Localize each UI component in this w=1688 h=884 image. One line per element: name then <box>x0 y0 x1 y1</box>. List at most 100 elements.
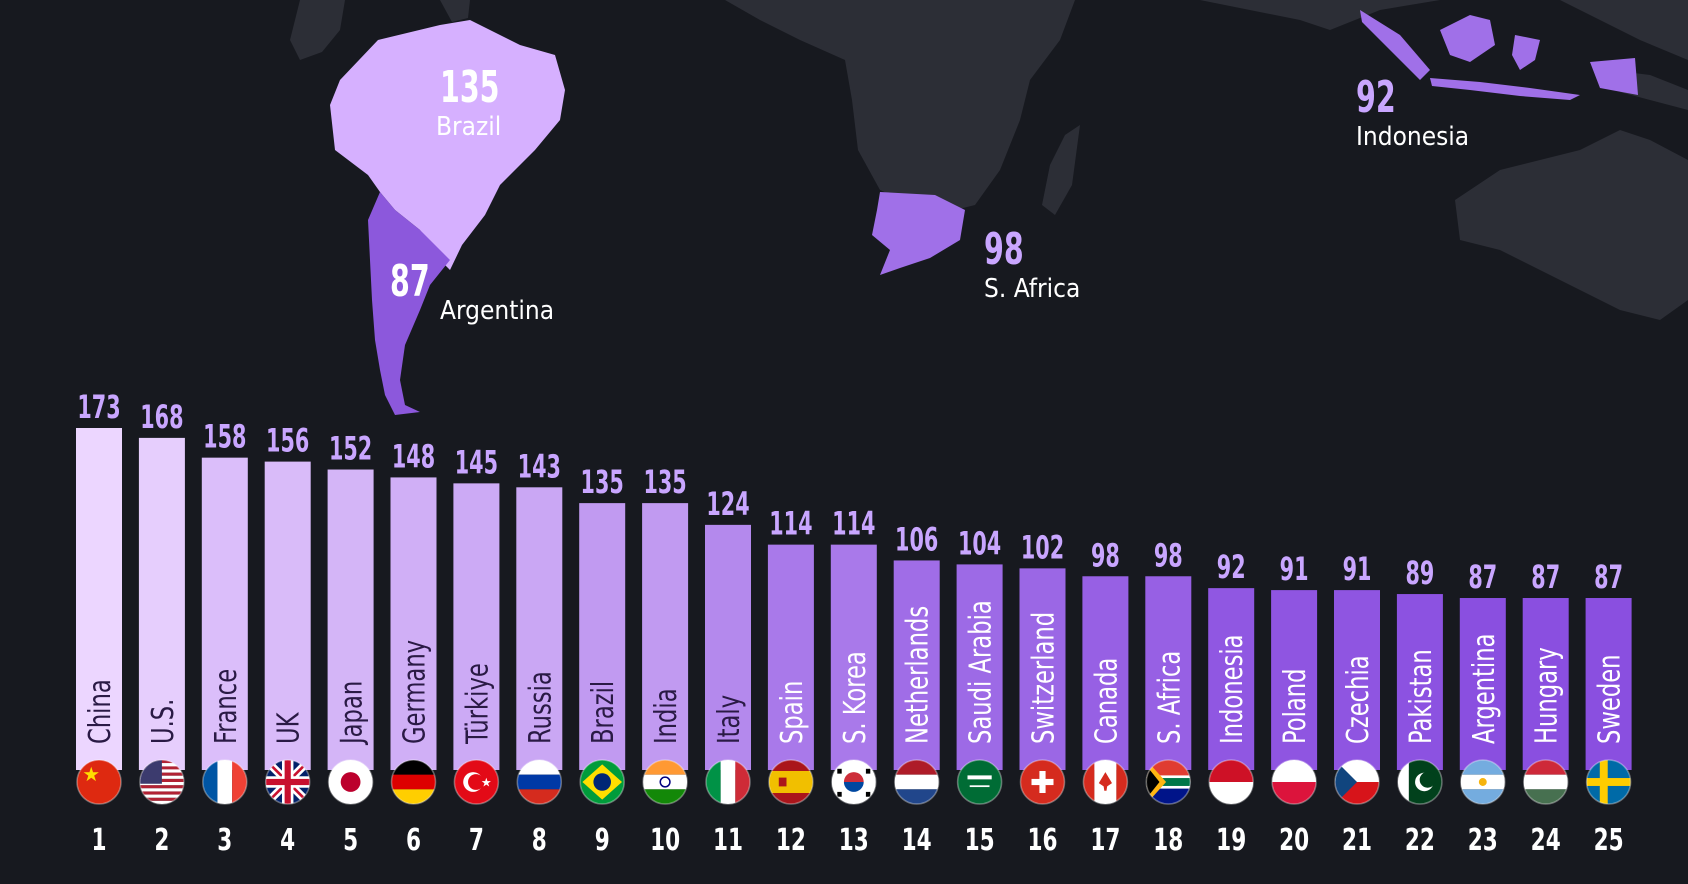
value-label-8: 143 <box>518 447 561 485</box>
bar-18 <box>1145 576 1192 770</box>
category-label-12: Spain <box>774 681 810 744</box>
flag-ring <box>893 759 940 805</box>
map-value-indonesia: 92 <box>1356 72 1396 123</box>
category-label-17: Canada <box>1088 658 1124 744</box>
sweden-flag-icon <box>1586 760 1631 804</box>
rank-label-19: 19 <box>1216 823 1246 857</box>
poland-flag-icon <box>1272 760 1317 804</box>
north-america-land <box>290 0 345 60</box>
flag-ring <box>516 759 563 805</box>
flag-ring <box>1397 759 1443 805</box>
madagascar-land <box>1042 125 1080 215</box>
flag-ring <box>831 759 877 805</box>
rank-label-6: 6 <box>406 823 421 857</box>
category-label-2: U.S. <box>145 699 181 744</box>
value-label-10: 135 <box>643 463 686 501</box>
flag-ring <box>202 759 248 805</box>
map-name-argentina: Argentina <box>440 296 555 326</box>
flag-ring <box>76 759 122 805</box>
bar-17 <box>1082 576 1129 770</box>
rank-label-11: 11 <box>713 823 743 857</box>
flag-ring <box>1145 759 1192 805</box>
flag-ring <box>705 759 751 805</box>
italy-flag-icon <box>706 760 750 804</box>
category-label-9: Brazil <box>585 681 621 744</box>
flag-ring <box>1082 759 1129 805</box>
map-label-brazil: 135 Brazil <box>436 62 523 143</box>
netherlands-flag-icon <box>894 760 939 804</box>
bar-22 <box>1396 594 1443 770</box>
rank-label-24: 24 <box>1531 823 1561 857</box>
svg-text:★: ★ <box>82 763 100 786</box>
value-label-22: 89 <box>1405 554 1434 592</box>
rank-label-20: 20 <box>1279 823 1309 857</box>
bar-14 <box>893 560 940 770</box>
category-label-24: Hungary <box>1529 647 1565 744</box>
value-label-21: 91 <box>1343 550 1372 588</box>
map-name-brazil: Brazil <box>436 112 502 142</box>
svg-text:★: ★ <box>481 775 492 789</box>
value-label-18: 98 <box>1154 536 1183 574</box>
france-flag-icon <box>202 760 247 804</box>
flag-ring <box>642 759 688 805</box>
flag-ring <box>390 759 437 805</box>
category-label-13: S. Korea <box>837 651 873 744</box>
flag-ring <box>1334 759 1380 805</box>
rank-label-18: 18 <box>1153 823 1183 857</box>
bar-6 <box>390 477 437 770</box>
switzerland-flag-icon <box>1020 760 1065 804</box>
argentina-shape <box>368 192 450 415</box>
category-label-4: UK <box>271 712 307 744</box>
category-label-6: Germany <box>396 640 432 744</box>
saudi-arabia-flag-icon <box>957 760 1002 804</box>
category-label-3: France <box>208 669 244 744</box>
flag-ring <box>768 759 814 805</box>
bar-24 <box>1522 598 1569 770</box>
value-label-4: 156 <box>266 422 309 460</box>
rank-label-21: 21 <box>1342 823 1372 857</box>
map-label-argentina: 87 Argentina <box>390 256 555 327</box>
uk-flag-icon <box>265 760 310 804</box>
map-value-brazil: 135 <box>440 62 500 113</box>
flag-ring <box>139 759 185 805</box>
category-label-5: Japan <box>333 681 369 746</box>
value-label-11: 124 <box>706 485 749 523</box>
map-label-south-africa: 98 S. Africa <box>984 228 1080 305</box>
indonesia-sumatra-shape <box>1360 10 1430 80</box>
russia-flag-icon <box>517 760 562 804</box>
rank-label-15: 15 <box>965 823 995 857</box>
bar-15 <box>956 564 1003 770</box>
map-value-argentina: 87 <box>390 256 430 307</box>
spain-flag-icon <box>768 760 813 804</box>
category-label-20: Poland <box>1277 668 1313 744</box>
flag-ring <box>264 759 311 805</box>
category-label-11: Italy <box>711 695 747 744</box>
category-label-19: Indonesia <box>1214 634 1250 744</box>
category-label-14: Netherlands <box>900 606 936 744</box>
value-label-17: 98 <box>1091 536 1120 574</box>
argentina-flag-icon <box>1460 760 1505 804</box>
value-label-3: 158 <box>203 418 246 456</box>
category-label-1: China <box>82 679 118 744</box>
canada-flag-icon <box>1083 760 1128 804</box>
flag-ring <box>1460 759 1506 805</box>
bar-25 <box>1585 598 1632 770</box>
indonesia-papua-shape <box>1590 58 1638 95</box>
value-label-13: 114 <box>832 505 875 543</box>
flag-ring <box>1271 759 1317 805</box>
flag-ring <box>453 759 500 805</box>
bar-10 <box>642 503 689 770</box>
rank-label-8: 8 <box>532 823 547 857</box>
bar-7 <box>453 483 500 770</box>
hungary-flag-icon <box>1523 760 1568 804</box>
value-label-14: 106 <box>895 521 938 559</box>
value-label-2: 168 <box>140 398 183 436</box>
category-label-22: Pakistan <box>1403 649 1439 744</box>
value-label-5: 152 <box>329 430 372 468</box>
greenland-land <box>440 0 470 22</box>
value-label-15: 104 <box>958 525 1001 563</box>
value-label-6: 148 <box>392 438 435 476</box>
bar-1 <box>76 428 122 770</box>
